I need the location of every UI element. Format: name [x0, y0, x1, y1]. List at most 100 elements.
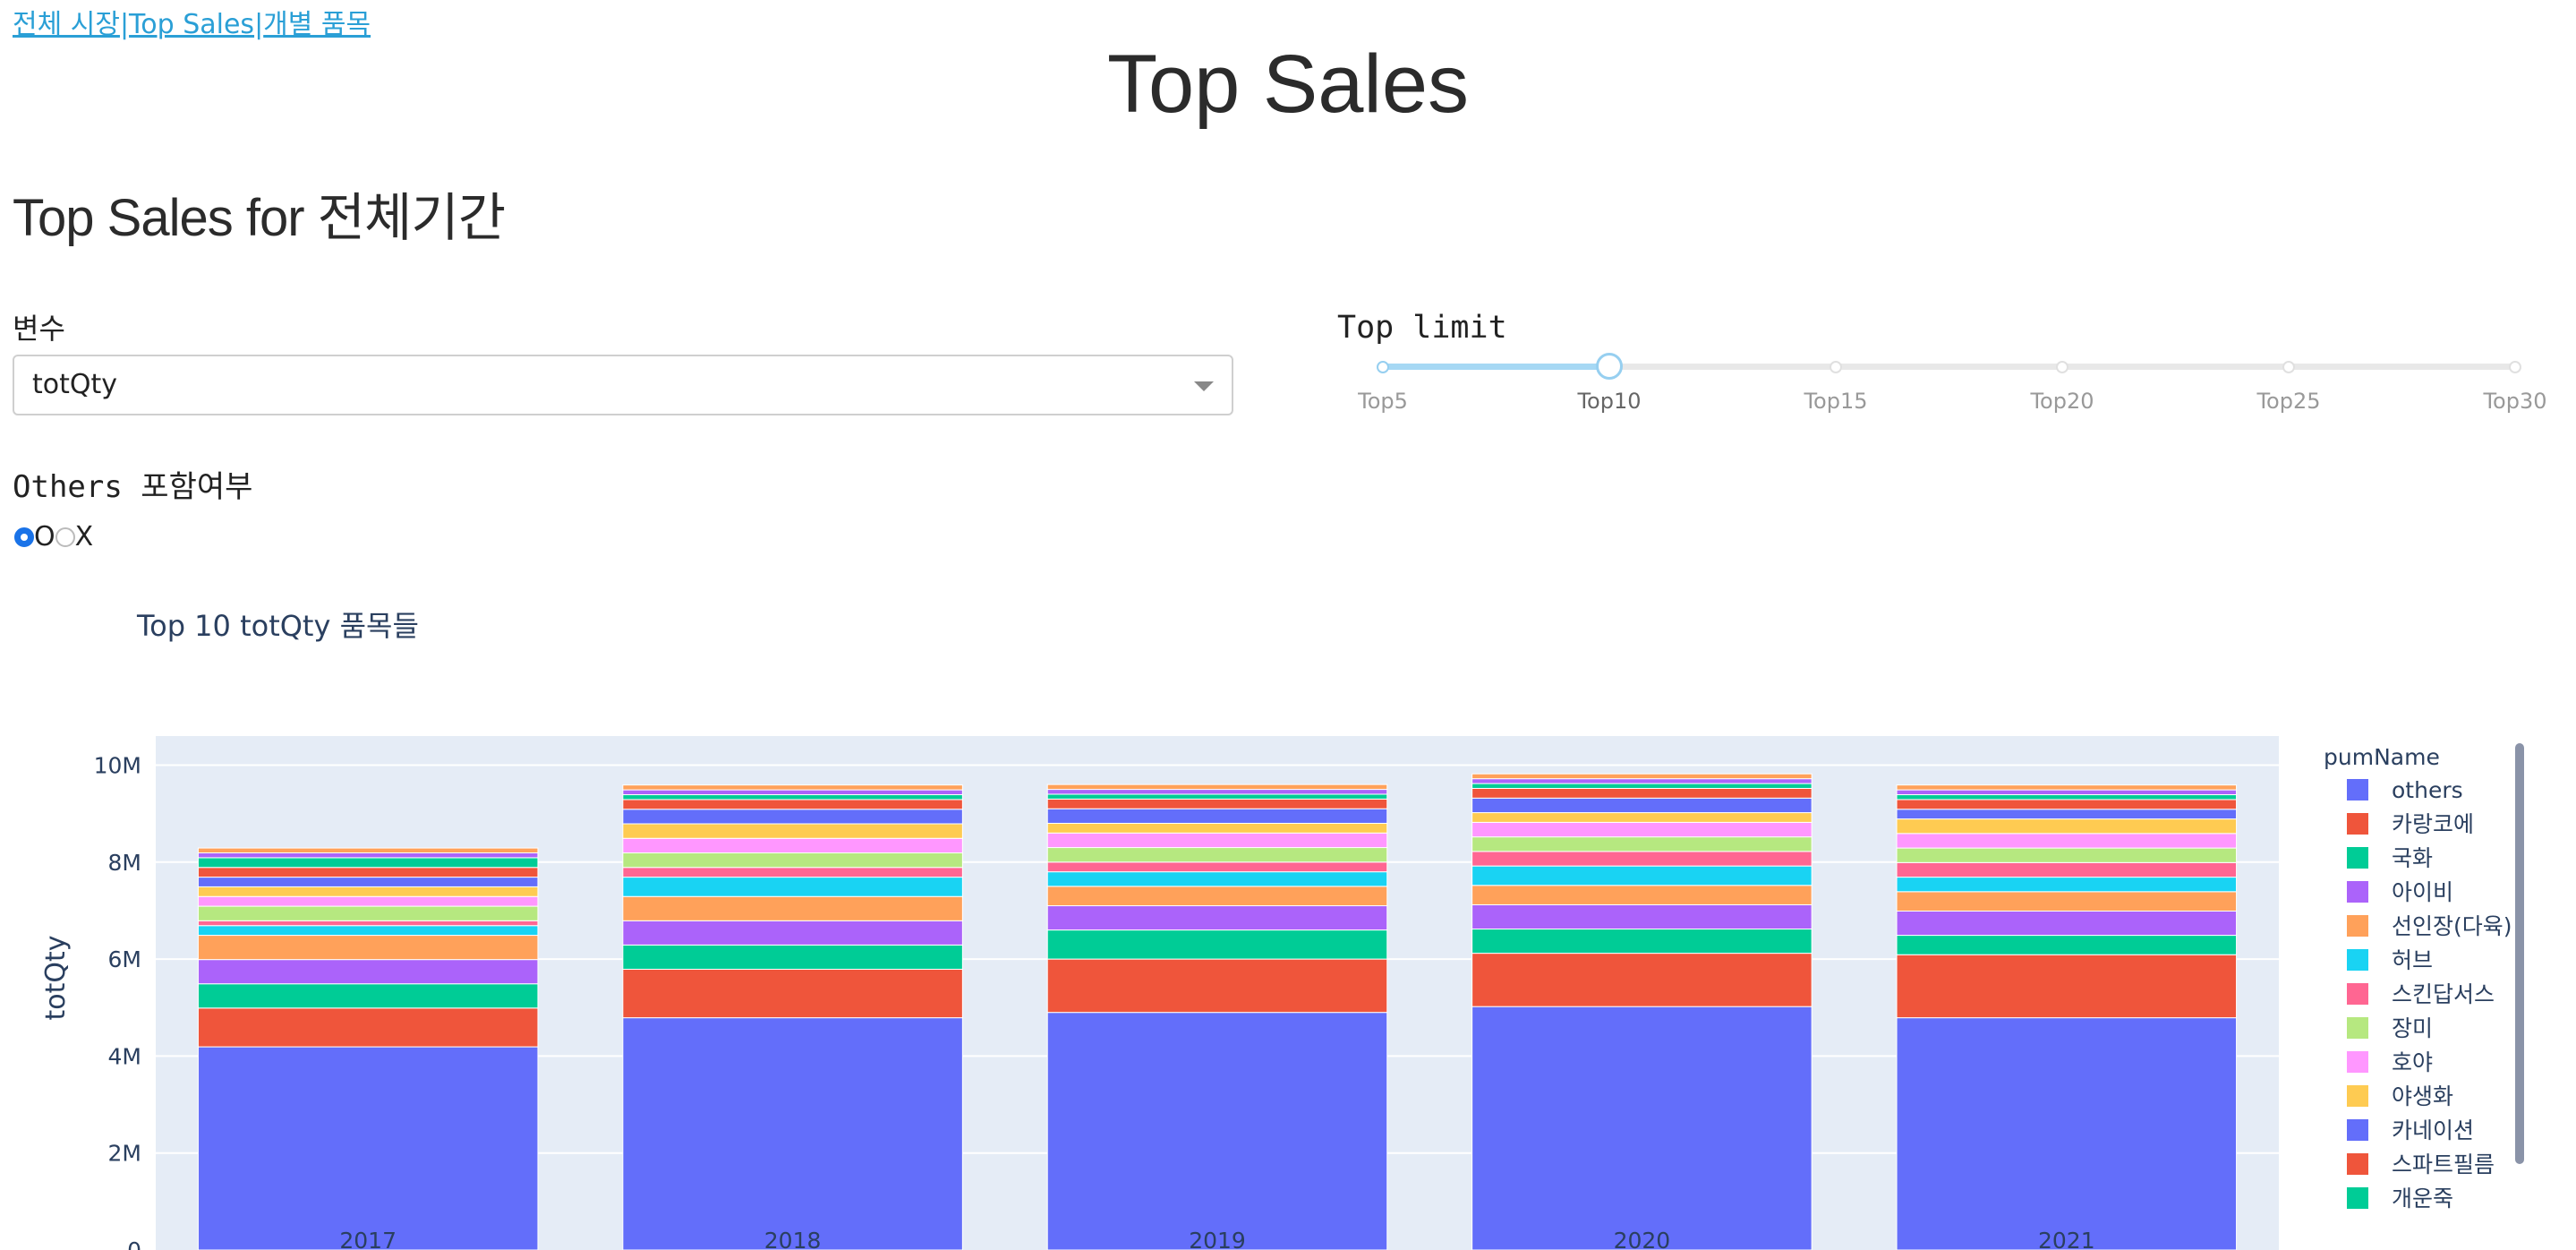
bar-segment: [1471, 903, 1813, 930]
page-nav: 전체 시장|Top Sales|개별 품목: [13, 2, 371, 41]
bar-segment: [1471, 885, 1813, 905]
bar-segment: [197, 847, 539, 854]
bar-segment: [197, 895, 539, 907]
others-radio-group: O X: [14, 521, 93, 552]
bar-segment: [1046, 822, 1388, 834]
y-tick-label: 8M: [108, 850, 141, 876]
y-tick-label: 4M: [108, 1043, 141, 1069]
bar-segment: [197, 935, 539, 961]
slider-mark[interactable]: Top5: [1358, 389, 1408, 414]
slider-mark[interactable]: Top15: [1804, 389, 1868, 414]
bar-segment: [622, 794, 963, 801]
legend-item-label: 호야: [2392, 1049, 2433, 1075]
bar-segment: [1046, 847, 1388, 863]
nav-separator: |: [119, 9, 130, 40]
bar-segment: [1896, 799, 2238, 810]
bar-segment: [622, 867, 963, 878]
bar-segment: [197, 886, 539, 897]
radio-x[interactable]: [55, 527, 75, 547]
bar-segment: [622, 877, 963, 897]
legend-swatch: [2347, 915, 2368, 937]
bar-segment: [622, 968, 963, 1019]
bar-segment: [1046, 1012, 1388, 1250]
variable-dropdown[interactable]: totQty: [13, 355, 1233, 415]
legend-swatch: [2347, 1119, 2368, 1141]
top-limit-label: Top limit: [1337, 310, 1507, 346]
bar-segment: [622, 809, 963, 825]
page-title: Top Sales: [1106, 39, 1470, 130]
nav-link-market[interactable]: 전체 시장: [13, 9, 120, 40]
bar-segment: [1471, 929, 1813, 955]
bar-segment: [1896, 784, 2238, 791]
slider-mark[interactable]: Top30: [2483, 389, 2547, 414]
slider-dot[interactable]: [2282, 361, 2295, 373]
bar-segment: [1046, 929, 1388, 960]
slider-dot[interactable]: [1377, 361, 1389, 373]
legend-swatch: [2347, 983, 2368, 1005]
top-limit-slider[interactable]: Top5 Top10 Top15 Top20 Top25 Top30: [1358, 353, 2547, 414]
bar-segment: [1046, 871, 1388, 887]
x-tick-label: 2019: [1189, 1228, 1246, 1250]
slider-dot[interactable]: [2056, 361, 2068, 373]
slider-rail[interactable]: [1383, 364, 2515, 370]
legend-item-label: 카랑코에: [2392, 811, 2474, 837]
nav-separator: |: [254, 9, 264, 40]
bar-segment: [197, 959, 539, 985]
legend-swatch: [2347, 881, 2368, 903]
bar-segment: [1896, 861, 2238, 878]
bar-segment: [1896, 789, 2238, 796]
bar-segment: [1046, 905, 1388, 931]
legend-item-label: others: [2392, 777, 2463, 803]
legend-title: pumName: [2324, 744, 2440, 770]
slider-handle[interactable]: [1596, 353, 1623, 380]
bar-segment: [1471, 821, 1813, 838]
slider-dot[interactable]: [1830, 361, 1842, 373]
bar-segment: [197, 1007, 539, 1048]
slider-dot[interactable]: [2509, 361, 2521, 373]
bar-segment: [622, 944, 963, 970]
bar-segment: [1471, 797, 1813, 814]
slider-mark[interactable]: Top10: [1577, 389, 1642, 414]
radio-o-label[interactable]: O: [34, 521, 55, 552]
bar-segment: [622, 852, 963, 869]
legend-item-label: 야생화: [2392, 1083, 2453, 1109]
bar-segment: [622, 1017, 963, 1250]
legend-item-label: 국화: [2392, 845, 2433, 871]
legend-swatch: [2347, 813, 2368, 835]
nav-link-items[interactable]: 개별 품목: [263, 9, 371, 40]
legend-swatch: [2347, 1017, 2368, 1039]
section-title: Top Sales for 전체기간: [13, 189, 506, 247]
bar-segment: [1896, 794, 2238, 801]
bar-segment: [197, 852, 539, 859]
y-tick-label: 10M: [94, 752, 141, 778]
x-tick-label: 2021: [2038, 1228, 2095, 1250]
bar-segment: [1046, 783, 1388, 791]
legend-item-label: 장미: [2392, 1015, 2433, 1041]
legend-scrollbar[interactable]: [2515, 743, 2524, 1164]
radio-o[interactable]: [14, 527, 34, 547]
y-axis-ticks: 0 2M 4M 6M 8M 10M: [94, 752, 141, 1250]
bar-segment: [622, 920, 963, 946]
chevron-down-icon[interactable]: [1194, 381, 1214, 391]
slider-mark[interactable]: Top25: [2256, 389, 2321, 414]
slider-mark[interactable]: Top20: [2030, 389, 2094, 414]
bar-segment: [197, 867, 539, 878]
y-tick-label: 0: [127, 1237, 141, 1250]
legend-item-label: 개운죽: [2392, 1186, 2453, 1211]
bar-segment: [1896, 910, 2238, 937]
nav-link-top-sales[interactable]: Top Sales: [129, 9, 255, 40]
bar-segment: [1896, 833, 2238, 849]
bar-segment: [622, 895, 963, 921]
radio-x-label[interactable]: X: [74, 521, 94, 552]
legend-swatch: [2347, 1153, 2368, 1175]
x-axis-ticks: 2017 2018 2019 2020 2021: [339, 1228, 2094, 1250]
bar-segment: [1896, 1017, 2238, 1250]
bar-segment: [1471, 953, 1813, 1007]
legend-swatch: [2347, 1187, 2368, 1209]
legend-item-label: 스파트필름: [2392, 1152, 2495, 1177]
bar-segment: [1896, 809, 2238, 820]
bar-segment: [1896, 877, 2238, 893]
bar-segment: [197, 1046, 539, 1250]
stacked-bar-chart: Top 10 totQty 품목들 02M4M6M8M10M 201720182…: [40, 609, 2512, 1250]
